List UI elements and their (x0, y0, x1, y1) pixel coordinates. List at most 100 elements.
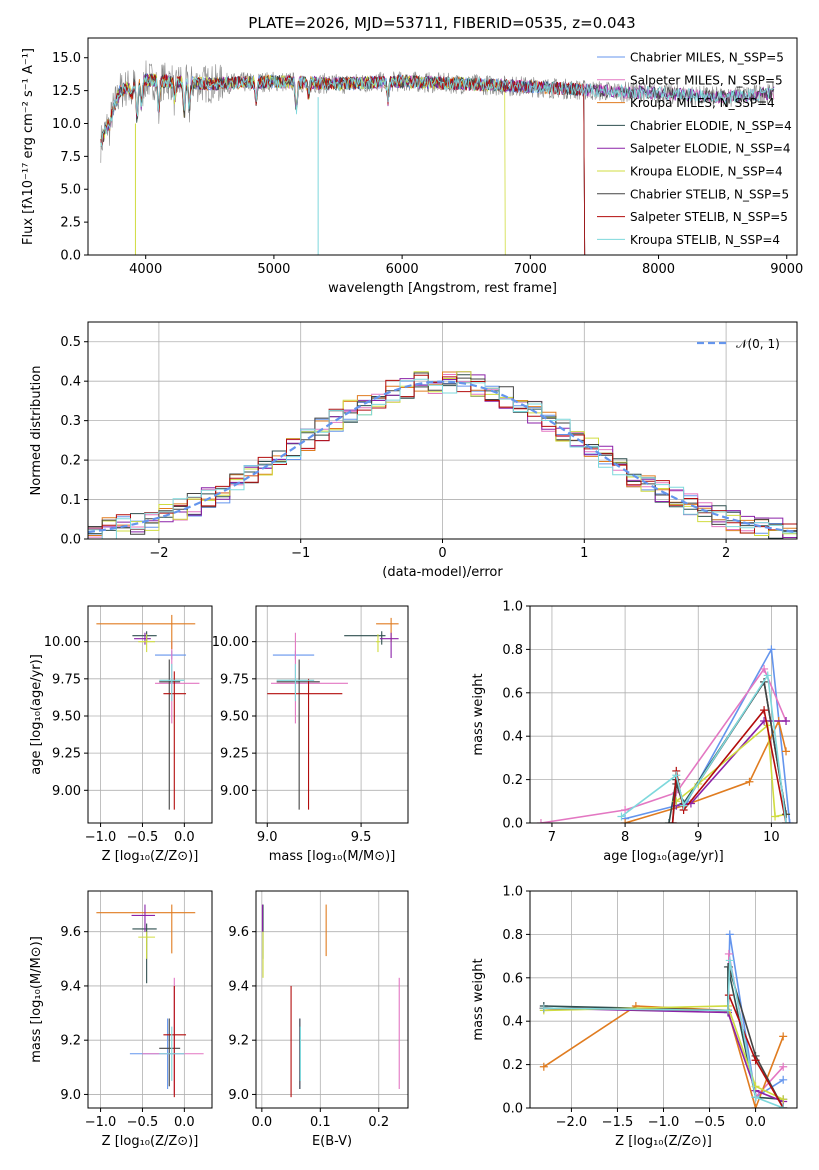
y-tick-label: 9.4 (60, 979, 81, 994)
x-tick-label: 0.2 (368, 1115, 389, 1130)
legend-label: Kroupa ELODIE, N_SSP=4 (630, 165, 783, 179)
x-tick-label: 0 (438, 546, 446, 561)
x-tick-label: 0.0 (174, 1115, 195, 1130)
weight-series-line (543, 1005, 784, 1101)
panel-weight-vs-age: 7 8 9 10 0.0 0.2 0.4 0.6 0.8 1.0 age [log₁₀(age/yr… (471, 600, 798, 864)
weight-point-marker (751, 1093, 760, 1102)
weight-point-marker (763, 671, 772, 680)
weight-series-line (620, 673, 787, 823)
y-tick-label: 10.00 (212, 635, 249, 650)
x-tick-label: 1 (580, 546, 588, 561)
x-tick-label: −1.0 (648, 1115, 680, 1130)
weight-point-marker (782, 717, 791, 726)
weight-point-marker (751, 1056, 760, 1065)
spectrum-model-line (100, 73, 506, 255)
weight-point-marker (621, 805, 630, 814)
y-tick-label: 9.25 (220, 747, 249, 762)
y-tick-label: 0.4 (502, 730, 523, 745)
y-tick-label: 9.4 (228, 979, 249, 994)
y-axis-label: mass weight (471, 958, 486, 1040)
plot-area (88, 371, 797, 539)
spectrum-model-line (100, 74, 586, 255)
figure-title: PLATE=2026, MJD=53711, FIBERID=0535, z=0… (248, 14, 635, 32)
weight-point-marker (760, 664, 769, 673)
x-tick-label: 0.1 (310, 1115, 331, 1130)
spectrum-model-line (100, 73, 586, 255)
x-tick-label: −0.5 (127, 1115, 159, 1130)
y-tick-label: 0.8 (502, 928, 523, 943)
y-tick-label: 0.2 (502, 773, 523, 788)
y-tick-label: 9.75 (220, 672, 249, 687)
weight-point-marker (779, 1075, 788, 1084)
legend-label: Salpeter MILES, N_SSP=5 (630, 73, 783, 87)
weight-point-marker (621, 819, 630, 823)
x-tick-label: −0.5 (694, 1115, 726, 1130)
weight-point-marker (785, 819, 794, 823)
x-tick-label: −1.0 (85, 830, 117, 845)
spectrum-model-line (100, 73, 586, 255)
y-axis-label: mass [log₁₀(M/M⊙)] (29, 936, 44, 1063)
y-axis-label: mass weight (471, 673, 486, 755)
x-tick-label: −1 (291, 546, 310, 561)
y-tick-label: 0.0 (60, 533, 81, 548)
weight-point-marker (679, 801, 688, 810)
y-tick-label: 1.0 (502, 885, 523, 900)
weight-point-marker (617, 812, 626, 821)
x-tick-label: −1.0 (85, 1115, 117, 1130)
y-tick-label: 9.0 (60, 1088, 81, 1103)
histogram-series (88, 378, 797, 539)
plot-area (96, 614, 200, 810)
y-tick-label: 5.0 (60, 183, 81, 198)
x-tick-label: 0.0 (174, 830, 195, 845)
y-tick-label: 9.0 (228, 1088, 249, 1103)
legend-label: Salpeter ELODIE, N_SSP=4 (630, 142, 791, 156)
weight-point-marker (668, 819, 677, 823)
y-tick-label: 0.8 (502, 643, 523, 658)
x-axis-label: mass [log₁₀(M/M⊙)] (269, 849, 396, 864)
weight-point-marker (664, 819, 673, 823)
x-tick-label: 2 (722, 546, 730, 561)
weight-point-marker (536, 819, 545, 823)
y-tick-label: 9.50 (220, 709, 249, 724)
x-tick-label: −2 (149, 546, 168, 561)
weight-series-line (671, 708, 787, 823)
y-tick-label: 1.0 (502, 600, 523, 615)
x-tick-label: 5000 (257, 262, 290, 277)
x-tick-label: −1.5 (602, 1115, 634, 1130)
y-tick-label: 9.2 (228, 1034, 249, 1049)
panel-mass-vs-EBV: 0.0 0.1 0.2 9.0 9.2 9.4 9.6 E(B-V) (228, 890, 409, 1149)
x-tick-label: 8 (621, 830, 629, 845)
x-tick-label: 7000 (514, 262, 547, 277)
axes-frame (255, 890, 409, 1109)
y-tick-label: 9.00 (52, 784, 81, 799)
legend-label: Kroupa MILES, N_SSP=4 (630, 96, 775, 110)
axes-frame (87, 37, 798, 256)
weight-point-marker (760, 706, 769, 715)
y-tick-label: 0.0 (502, 817, 523, 832)
y-tick-label: 9.6 (228, 925, 249, 940)
plot-area (536, 645, 794, 823)
panel-spectrum: 4000 5000 6000 7000 8000 9000 0.0 2.5 5.0 7.5 10.0… (21, 37, 803, 296)
y-tick-label: 9.50 (52, 709, 81, 724)
axes-frame (87, 321, 798, 540)
y-tick-label: 7.5 (60, 150, 81, 165)
weight-point-marker (724, 949, 733, 958)
y-tick-label: 0.1 (60, 493, 81, 508)
x-axis-label: wavelength [Angstrom, rest frame] (328, 281, 557, 296)
panel-age-vs-Z: −1.0 −0.5 0.0 9.00 9.25 9.50 9.75 10.00 Z [log₁₀… (29, 605, 213, 864)
y-tick-label: 10.0 (52, 117, 81, 132)
weight-series-line (540, 667, 787, 823)
histogram-series (88, 374, 797, 534)
x-axis-label: Z [log₁₀(Z/Z⊙)] (615, 1134, 712, 1149)
panel-mass-vs-Z: −1.0 −0.5 0.0 9.0 9.2 9.4 9.6 Z [log₁₀(Z/Z⊙)] ma… (29, 890, 213, 1149)
weight-point-marker (539, 1004, 548, 1013)
y-tick-label: 9.25 (52, 747, 81, 762)
y-tick-label: 10.00 (44, 635, 81, 650)
spectrum-model-line (100, 75, 775, 147)
y-tick-label: 9.6 (60, 925, 81, 940)
axes-frame (87, 605, 213, 824)
legend-label: Kroupa STELIB, N_SSP=4 (630, 233, 780, 247)
x-axis-label: (data-model)/error (382, 565, 503, 580)
legend-label: Chabrier STELIB, N_SSP=5 (630, 187, 789, 201)
plot-area (96, 904, 204, 1098)
